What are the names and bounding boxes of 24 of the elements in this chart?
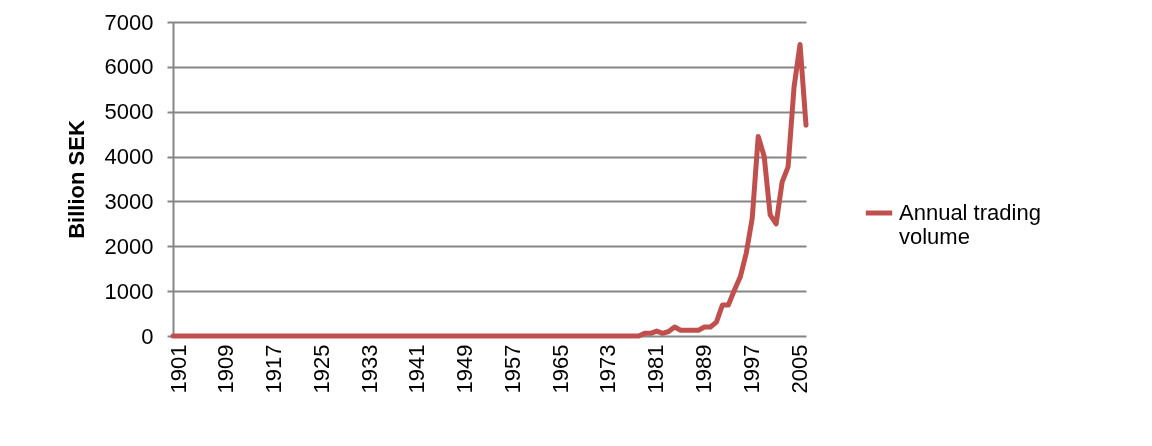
x-tick-label: 1997 bbox=[738, 344, 764, 394]
y-tick-label: 5000 bbox=[104, 99, 154, 125]
y-tick-label: 7000 bbox=[104, 9, 154, 35]
legend-label: Annual trading volume bbox=[899, 200, 1041, 249]
x-tick-label: 1957 bbox=[499, 344, 525, 394]
x-tick-label: 1925 bbox=[308, 344, 334, 394]
x-tick-label: 1949 bbox=[452, 344, 478, 394]
x-tick-label: 1917 bbox=[261, 344, 287, 394]
y-tick-label: 2000 bbox=[104, 233, 154, 259]
y-tick-label: 0 bbox=[141, 323, 154, 349]
x-tick-label: 1981 bbox=[643, 344, 669, 394]
y-axis-title: Billion SEK bbox=[63, 120, 89, 239]
x-tick-label: 1941 bbox=[404, 344, 430, 394]
x-tick-label: 1973 bbox=[595, 344, 621, 394]
x-tick-label: 1965 bbox=[547, 344, 573, 394]
x-tick-label: 1933 bbox=[356, 344, 382, 394]
y-tick-label: 3000 bbox=[104, 188, 154, 214]
y-tick-label: 4000 bbox=[104, 144, 154, 170]
y-tick-label: 6000 bbox=[104, 54, 154, 80]
x-tick-label: 1989 bbox=[691, 344, 717, 394]
x-tick-label: 1909 bbox=[213, 344, 239, 394]
y-tick-label: 1000 bbox=[104, 278, 154, 304]
x-tick-label: 1901 bbox=[165, 344, 191, 394]
x-tick-label: 2005 bbox=[786, 344, 812, 394]
